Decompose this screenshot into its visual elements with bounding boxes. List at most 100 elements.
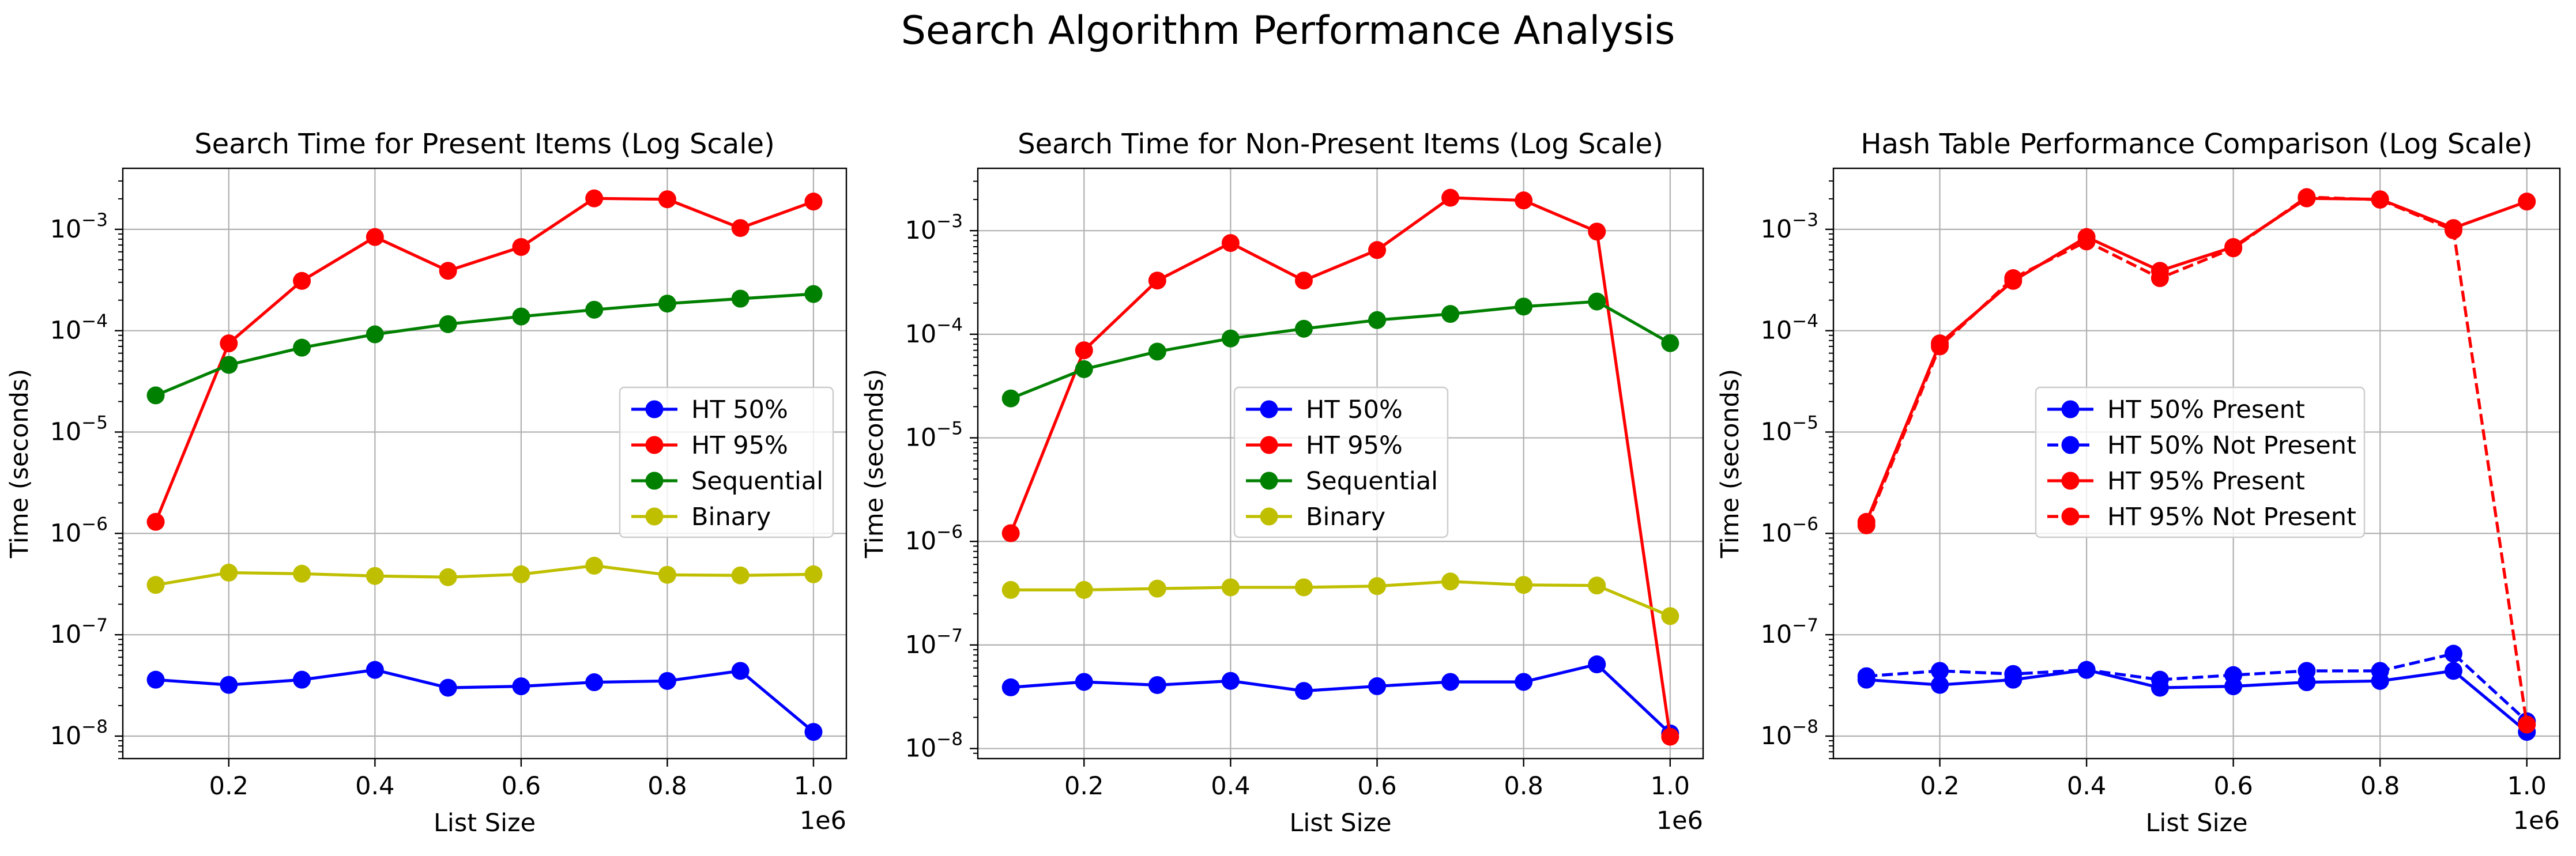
data-point xyxy=(585,189,604,208)
series-line xyxy=(154,197,814,523)
y-axis-label: Time (seconds) xyxy=(5,369,34,559)
data-point xyxy=(585,300,604,319)
y-tick-label: 10−7 xyxy=(1761,615,1818,649)
data-point xyxy=(1515,297,1533,316)
data-point xyxy=(366,567,384,585)
data-point xyxy=(1294,271,1313,290)
x-tick-label: 0.6 xyxy=(502,772,541,801)
data-point xyxy=(658,190,676,209)
data-point xyxy=(658,565,676,584)
data-point xyxy=(2004,269,2023,288)
series-line xyxy=(1009,196,1672,737)
data-point xyxy=(1368,677,1387,695)
y-tick-label: 10−6 xyxy=(905,522,963,556)
data-point xyxy=(1001,678,1020,696)
legend-box xyxy=(619,386,834,538)
y-axis-label: Time (seconds) xyxy=(860,369,889,559)
data-point xyxy=(293,670,311,689)
x-tick-label: 0.4 xyxy=(355,772,394,801)
series-line xyxy=(1010,300,1671,400)
data-point xyxy=(220,563,238,582)
legend-label: Binary xyxy=(691,503,771,531)
y-tick-label: 10−8 xyxy=(905,729,963,763)
data-point xyxy=(1001,580,1020,599)
data-point xyxy=(1294,319,1313,338)
data-point xyxy=(512,307,530,326)
data-point xyxy=(1075,673,1093,691)
series-line xyxy=(1866,668,2528,733)
data-point xyxy=(293,338,311,357)
axes-frame xyxy=(1832,167,2561,760)
chart-title: Hash Table Performance Comparison (Log S… xyxy=(1861,128,2532,160)
data-point xyxy=(1368,577,1387,595)
data-point xyxy=(1931,662,1949,680)
x-tick-label: 0.4 xyxy=(1211,772,1250,801)
legend-label: HT 50% Not Present xyxy=(2107,431,2356,460)
y-tick-label: 10−8 xyxy=(50,717,108,751)
y-tick-label: 10−3 xyxy=(905,211,963,245)
y-tick-label: 10−7 xyxy=(50,615,108,649)
x-tick-label: 0.8 xyxy=(647,772,687,801)
series-ht-95- xyxy=(146,189,823,531)
data-point xyxy=(658,672,676,690)
data-point xyxy=(1221,234,1240,252)
y-tick-label: 10−4 xyxy=(1761,311,1818,345)
legend-box xyxy=(2035,386,2366,538)
series-line xyxy=(155,564,814,587)
x-offset-label: 1e6 xyxy=(2513,806,2560,835)
legend-marker xyxy=(645,436,664,454)
data-point xyxy=(1221,672,1240,690)
data-point xyxy=(146,576,165,594)
data-point xyxy=(1857,516,1875,534)
y-tick-label: 10−6 xyxy=(50,514,108,548)
x-tick-label: 1.0 xyxy=(794,772,833,801)
data-point xyxy=(1661,334,1679,352)
y-tick-label: 10−4 xyxy=(905,315,963,349)
legend-marker xyxy=(2061,507,2080,526)
data-point xyxy=(1441,305,1460,323)
data-point xyxy=(585,556,604,575)
legend-marker xyxy=(1260,436,1278,454)
legend: HT 50% Present HT 50% Not Present HT 95% P… xyxy=(2035,386,2366,538)
data-point xyxy=(1148,579,1166,598)
data-point xyxy=(731,662,750,680)
data-point xyxy=(366,228,384,246)
chart-title: Search Time for Non-Present Items (Log S… xyxy=(1018,128,1663,160)
x-tick-label: 0.6 xyxy=(1357,772,1396,801)
series-line xyxy=(1866,652,2528,723)
data-point xyxy=(439,568,457,586)
x-axis-label: List Size xyxy=(434,809,536,838)
x-tick-label: 0.8 xyxy=(2360,772,2400,801)
data-point xyxy=(1661,727,1679,746)
data-point xyxy=(2518,193,2536,211)
series-ht-95-not-present xyxy=(1857,188,2536,734)
data-point xyxy=(2444,662,2462,680)
legend-marker xyxy=(2061,472,2080,490)
legend: HT 50% HT 95% Sequential Binary xyxy=(1233,386,1449,538)
series-ht-50- xyxy=(146,661,823,741)
data-point xyxy=(2444,644,2462,663)
legend-marker xyxy=(2061,436,2080,454)
data-point xyxy=(439,315,457,333)
data-point xyxy=(2077,661,2096,679)
data-point xyxy=(2077,232,2096,251)
data-point xyxy=(1368,311,1387,329)
data-point xyxy=(1857,667,1875,685)
legend-marker xyxy=(1260,507,1278,526)
data-point xyxy=(1148,342,1166,361)
y-tick-label: 10−5 xyxy=(50,413,108,447)
data-point xyxy=(1001,524,1020,542)
data-point xyxy=(2371,190,2389,209)
data-point xyxy=(2518,715,2536,734)
chart-title: Search Time for Present Items (Log Scale… xyxy=(194,128,775,160)
data-point xyxy=(1148,271,1166,290)
data-point xyxy=(1588,655,1606,674)
y-tick-label: 10−8 xyxy=(1761,717,1818,751)
legend-label: Sequential xyxy=(1306,467,1438,496)
data-point xyxy=(2224,239,2243,258)
data-point xyxy=(731,566,750,585)
data-point xyxy=(220,334,238,353)
legend-marker xyxy=(645,507,664,526)
y-tick-label: 10−3 xyxy=(1761,210,1818,244)
